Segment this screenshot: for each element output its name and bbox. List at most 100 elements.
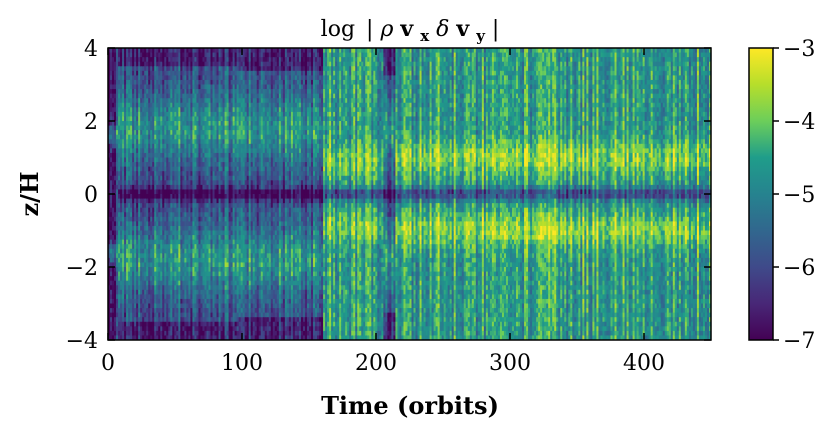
heatmap-cell: [130, 239, 133, 245]
heatmap-cell: [110, 52, 113, 58]
heatmap-cell: [124, 75, 127, 81]
heatmap-cell: [134, 262, 137, 268]
heatmap-cell: [134, 134, 137, 140]
heatmap-cell: [138, 294, 141, 300]
heatmap-cell: [158, 89, 161, 95]
heatmap-cell: [110, 239, 113, 245]
heatmap-cell: [136, 125, 139, 131]
heatmap-cell: [130, 335, 133, 340]
heatmap-cell: [124, 289, 127, 295]
heatmap-cell: [134, 48, 137, 54]
heatmap-cell: [158, 225, 161, 232]
heatmap-cell: [120, 257, 123, 264]
heatmap-cell: [116, 148, 119, 154]
heatmap-cell: [142, 257, 145, 264]
heatmap-cell: [152, 93, 155, 99]
heatmap-cell: [128, 143, 131, 149]
heatmap-cell: [152, 48, 155, 54]
heatmap-cell: [132, 317, 135, 323]
heatmap-cell: [118, 125, 121, 131]
heatmap-cell: [124, 134, 127, 140]
heatmap-cell: [138, 157, 141, 163]
heatmap-cell: [158, 79, 161, 86]
heatmap-cell: [152, 57, 155, 63]
heatmap-cell: [158, 230, 161, 236]
heatmap-cell: [142, 66, 145, 72]
heatmap-cell: [160, 203, 163, 209]
heatmap-cell: [112, 294, 115, 300]
heatmap-cell: [154, 298, 157, 305]
heatmap-cell: [136, 79, 139, 86]
heatmap-cell: [154, 89, 157, 95]
heatmap-cell: [114, 194, 117, 200]
heatmap-cell: [120, 162, 123, 168]
heatmap-cell: [160, 257, 163, 264]
heatmap-cell: [108, 289, 111, 295]
heatmap-cell: [132, 312, 135, 318]
heatmap-cell: [150, 330, 153, 337]
heatmap-cell: [150, 93, 153, 99]
heatmap-cell: [158, 253, 161, 259]
heatmap-cell: [122, 253, 125, 259]
heatmap-cell: [140, 148, 143, 154]
heatmap-cell: [142, 321, 145, 327]
heatmap-cell: [138, 298, 141, 305]
heatmap-cell: [114, 180, 117, 186]
heatmap-cell: [156, 308, 159, 314]
heatmap-cell: [122, 198, 125, 204]
heatmap-cell: [130, 93, 133, 99]
heatmap-cell: [152, 262, 155, 268]
heatmap-cell: [118, 189, 121, 195]
heatmap-cell: [160, 216, 163, 222]
heatmap-cell: [158, 152, 161, 159]
heatmap-cell: [128, 61, 131, 67]
heatmap-cell: [148, 198, 151, 204]
heatmap-cell: [160, 52, 163, 58]
heatmap-cell: [110, 121, 113, 127]
heatmap-cell: [150, 61, 153, 67]
heatmap-cell: [142, 225, 145, 232]
heatmap-cell: [116, 244, 119, 250]
heatmap-cell: [158, 221, 161, 227]
heatmap-cell: [144, 98, 147, 104]
heatmap-cell: [118, 48, 121, 54]
heatmap-cell: [140, 162, 143, 168]
heatmap-cell: [116, 125, 119, 131]
heatmap-cell: [138, 335, 141, 340]
heatmap-cell: [158, 175, 161, 181]
heatmap-cell: [140, 143, 143, 149]
heatmap-cell: [110, 139, 113, 145]
heatmap-cell: [118, 203, 121, 209]
heatmap-cell: [160, 121, 163, 127]
heatmap-cell: [160, 253, 163, 259]
heatmap-cell: [160, 134, 163, 140]
heatmap-cell: [114, 312, 117, 318]
heatmap-column: [126, 48, 129, 340]
heatmap-cell: [158, 308, 161, 314]
heatmap-cell: [108, 216, 111, 222]
heatmap-cell: [126, 89, 129, 95]
heatmap-cell: [136, 139, 139, 145]
heatmap-cell: [150, 66, 153, 72]
heatmap-cell: [110, 303, 113, 309]
heatmap-cell: [134, 98, 137, 104]
heatmap-cell: [156, 280, 159, 286]
heatmap-cell: [138, 308, 141, 314]
heatmap-cell: [148, 75, 151, 81]
heatmap-cell: [128, 75, 131, 81]
heatmap-cell: [132, 194, 135, 200]
heatmap-cell: [152, 171, 155, 177]
heatmap-cell: [156, 285, 159, 291]
heatmap-cell: [110, 244, 113, 250]
heatmap-cell: [132, 235, 135, 241]
heatmap-cell: [140, 93, 143, 99]
heatmap-cell: [156, 184, 159, 191]
heatmap-cell: [148, 335, 151, 340]
heatmap-cell: [108, 235, 111, 241]
heatmap-cell: [114, 303, 117, 309]
heatmap-cell: [156, 130, 159, 136]
heatmap-cell: [116, 212, 119, 218]
heatmap-cell: [108, 166, 111, 172]
heatmap-cell: [128, 79, 131, 86]
heatmap-cell: [148, 326, 151, 332]
